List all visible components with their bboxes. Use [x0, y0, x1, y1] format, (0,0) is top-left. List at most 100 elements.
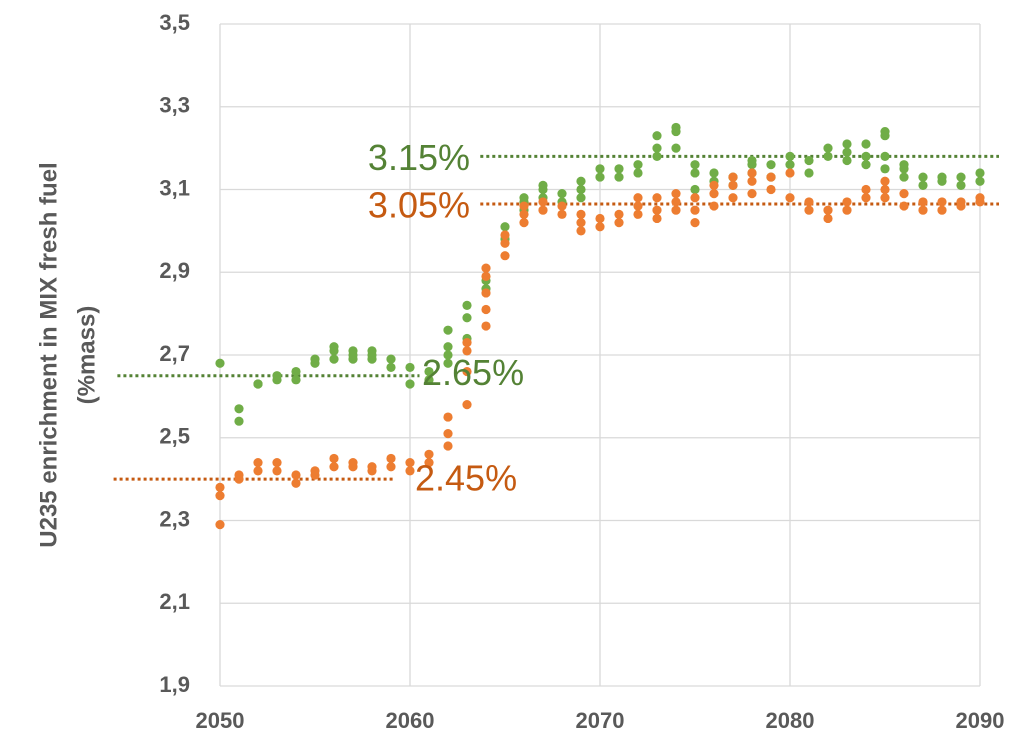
data-point [424, 449, 434, 459]
data-point [975, 193, 985, 203]
data-point [804, 155, 814, 166]
data-point [842, 155, 852, 166]
data-point [405, 379, 415, 389]
data-point [481, 288, 491, 298]
data-point [272, 457, 282, 468]
data-point [462, 337, 472, 348]
data-point [519, 193, 529, 203]
data-point [481, 321, 491, 331]
data-point [652, 131, 662, 141]
data-point [671, 189, 681, 199]
data-point [386, 362, 396, 373]
data-point [975, 176, 985, 186]
data-point [842, 197, 852, 207]
data-point [557, 189, 567, 199]
data-point [329, 342, 339, 352]
data-point [500, 238, 510, 248]
data-point [880, 184, 890, 195]
data-point [899, 160, 909, 170]
data-point [671, 122, 681, 133]
data-point [937, 197, 947, 207]
data-point [766, 160, 776, 170]
data-point [367, 462, 377, 472]
data-point [443, 358, 453, 368]
data-point [956, 197, 966, 207]
data-point [861, 184, 871, 195]
data-point [804, 197, 814, 207]
y-tick-label: 2,7 [159, 341, 190, 366]
data-point [880, 126, 890, 137]
data-point [747, 189, 757, 199]
data-point [823, 151, 833, 161]
data-point [804, 205, 814, 215]
data-point [728, 172, 738, 182]
data-point [823, 143, 833, 153]
data-point [576, 226, 586, 236]
data-point [386, 354, 396, 364]
data-point [576, 176, 586, 186]
data-point [272, 466, 282, 476]
data-point [291, 375, 301, 385]
data-point [728, 180, 738, 190]
data-point [766, 184, 776, 195]
data-point [443, 441, 453, 451]
data-point [671, 143, 681, 153]
data-point [234, 404, 244, 414]
data-point [937, 172, 947, 182]
data-point [690, 205, 700, 215]
data-point [405, 457, 415, 468]
data-point [614, 209, 624, 219]
data-point [671, 197, 681, 207]
data-point [766, 172, 776, 182]
y-tick-label: 2,1 [159, 589, 190, 614]
data-point [709, 168, 719, 178]
data-point [690, 218, 700, 228]
data-point [424, 457, 434, 468]
data-point [557, 201, 567, 211]
data-point [652, 193, 662, 203]
x-tick-label: 2080 [766, 708, 815, 733]
x-tick-label: 2050 [196, 708, 245, 733]
y-tick-label: 3,3 [159, 93, 190, 118]
data-point [595, 172, 605, 182]
data-point [652, 205, 662, 215]
data-point [785, 193, 795, 203]
data-point [709, 201, 719, 211]
annotation: 3.15% [368, 137, 470, 178]
data-point [234, 416, 244, 426]
data-point [215, 520, 225, 530]
data-point [576, 184, 586, 195]
data-point [842, 147, 852, 157]
data-point [614, 172, 624, 182]
data-point [519, 218, 529, 228]
x-tick-label: 2070 [576, 708, 625, 733]
annotation: 2.65% [422, 352, 524, 393]
data-point [405, 466, 415, 476]
data-point [842, 205, 852, 215]
y-axis-title-group: U235 enrichment in MIX fresh fuel (%mass… [35, 162, 100, 547]
data-point [937, 205, 947, 215]
y-axis-title: (%mass) [73, 306, 100, 405]
data-point [386, 453, 396, 464]
data-point [614, 164, 624, 174]
y-axis-title: U235 enrichment in MIX fresh fuel [35, 162, 62, 547]
data-point [253, 466, 263, 476]
data-point [310, 466, 320, 476]
y-tick-label: 2,3 [159, 506, 190, 531]
data-point [747, 155, 757, 166]
data-point [595, 222, 605, 232]
y-tick-label: 1,9 [159, 672, 190, 697]
data-point [253, 457, 263, 468]
data-point [595, 164, 605, 174]
data-point [633, 209, 643, 219]
data-point [918, 180, 928, 190]
data-point [424, 366, 434, 377]
data-point [918, 172, 928, 182]
data-point [652, 213, 662, 224]
data-point [652, 151, 662, 161]
data-point [633, 160, 643, 170]
annotation: 3.05% [368, 184, 470, 225]
data-point [652, 143, 662, 153]
data-point [424, 375, 434, 385]
y-tick-label: 2,5 [159, 424, 190, 449]
